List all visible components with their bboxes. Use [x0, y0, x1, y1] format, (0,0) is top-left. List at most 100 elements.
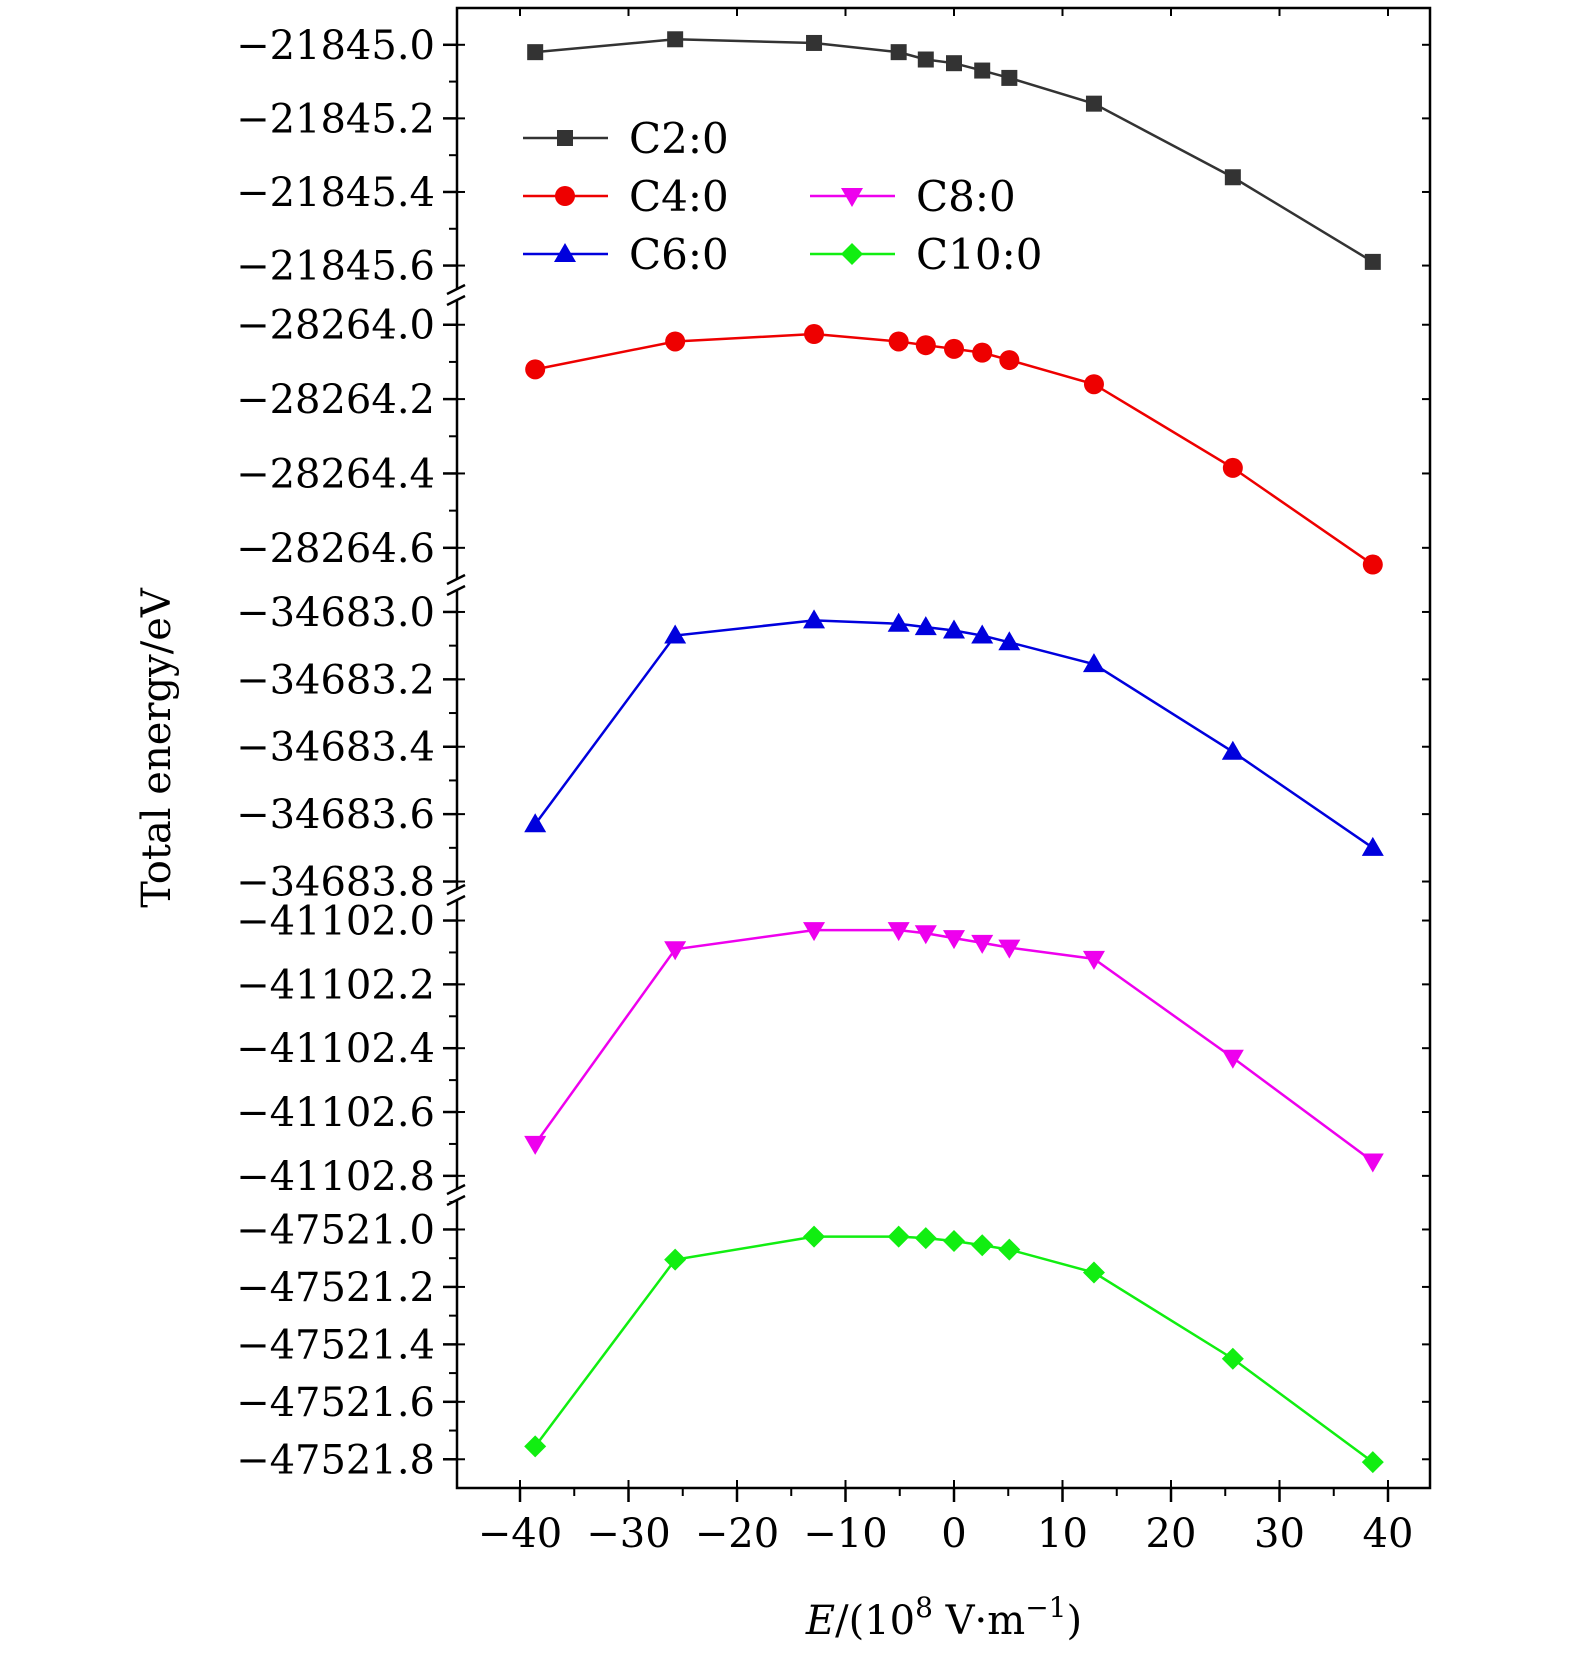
data-point	[664, 1248, 687, 1271]
y-tick-label: −34683.6	[236, 792, 435, 838]
data-point	[887, 1225, 910, 1248]
data-point	[664, 624, 687, 644]
data-point	[887, 922, 910, 942]
data-point	[971, 624, 994, 644]
data-point	[806, 34, 823, 51]
y-tick-label: −28264.0	[236, 303, 435, 349]
series-line-c8-0	[534, 928, 1374, 1163]
x-axis-title-exp: 8	[915, 1591, 933, 1624]
data-point	[524, 1135, 547, 1155]
x-axis-title-units: V·m	[933, 1598, 1025, 1644]
axis-break-mark	[446, 883, 466, 896]
x-tick-label: −10	[803, 1511, 887, 1557]
data-point	[1362, 554, 1383, 575]
y-tick-label: −21845.4	[236, 170, 435, 216]
data-point	[943, 619, 965, 639]
y-tick-label: −47521.4	[236, 1322, 435, 1368]
y-tick-label: −21845.0	[236, 23, 435, 69]
data-point	[944, 338, 964, 359]
data-point	[1361, 1451, 1384, 1474]
data-point	[1361, 1153, 1384, 1173]
legend-label: C6:0	[629, 230, 729, 279]
data-point	[804, 324, 825, 345]
legend-marker	[554, 243, 576, 262]
y-tick-label: −21845.6	[236, 244, 435, 290]
data-point	[803, 922, 826, 942]
axis-break-mark	[446, 573, 466, 586]
x-axis-title: E/(108 V·m−1)	[805, 1591, 1082, 1644]
x-tick-label: 40	[1363, 1511, 1414, 1557]
data-point	[888, 331, 909, 352]
plot-frame	[455, 6, 1432, 1490]
data-point	[971, 934, 994, 954]
data-point	[972, 342, 993, 363]
data-point	[998, 939, 1021, 959]
data-point	[1082, 950, 1105, 970]
legend-marker	[555, 186, 575, 206]
data-point	[1361, 836, 1384, 856]
data-point	[525, 359, 546, 380]
legend-marker	[557, 130, 573, 146]
data-point	[1224, 169, 1241, 186]
data-point	[999, 350, 1020, 371]
data-point	[914, 925, 937, 945]
legend-label: C2:0	[629, 114, 729, 163]
data-point	[1085, 95, 1102, 112]
data-point	[946, 55, 962, 72]
y-tick-label: −47521.8	[236, 1437, 435, 1483]
series-line-c10-0	[534, 1235, 1374, 1464]
axis-break-mark	[446, 584, 466, 597]
x-axis-title-open: /(10	[835, 1598, 915, 1644]
y-tick-label: −41102.2	[236, 962, 435, 1008]
series-line-c4-0	[534, 332, 1374, 566]
legend: C2:0 C4:0 C6:0 C8:0 C10:0	[523, 114, 1042, 279]
axis-break-mark	[446, 283, 466, 296]
x-axis-title-exp2: −1	[1025, 1591, 1066, 1624]
data-point	[1221, 1347, 1244, 1370]
data-point	[998, 631, 1021, 651]
x-tick-label: −30	[586, 1511, 670, 1557]
x-tick-label: 20	[1146, 1511, 1197, 1557]
data-point	[971, 1234, 994, 1257]
x-tick-label: −20	[695, 1511, 779, 1557]
data-point	[917, 51, 934, 68]
data-point	[524, 1435, 547, 1458]
y-tick-label: −41102.6	[236, 1090, 435, 1136]
legend-marker	[841, 188, 863, 207]
panels: −21845.0−21845.2−21845.4−21845.6−28264.0…	[236, 23, 1430, 1483]
y-tick-label: −34683.4	[236, 725, 435, 771]
data-point	[943, 930, 965, 950]
y-tick-label: −41102.4	[236, 1026, 435, 1072]
y-tick-label: −34683.2	[236, 657, 435, 703]
data-point	[1082, 653, 1105, 673]
panel-c6-0: −34683.0 −34683.2 −34683.4 −34683.6 −34683.8	[236, 573, 1430, 906]
data-point	[890, 44, 907, 61]
y-tick-label: −28264.6	[236, 526, 435, 572]
data-point	[974, 62, 991, 79]
legend-label: C8:0	[916, 172, 1016, 221]
data-point	[914, 616, 937, 636]
panel-c2-0: −21845.0 −21845.2 −21845.4 −21845.6	[236, 23, 1430, 290]
legend-marker	[841, 243, 863, 265]
panel-c10-0: −47521.0 −47521.2 −47521.4 −47521.6 −47521.8	[236, 1183, 1430, 1483]
panel-c8-0: −41102.0 −41102.2 −41102.4 −41102.6 −41102.8	[236, 883, 1430, 1200]
data-point	[1221, 740, 1244, 760]
data-point	[1364, 253, 1381, 270]
data-point	[1221, 1049, 1244, 1069]
data-point	[524, 813, 547, 833]
data-point	[998, 1238, 1021, 1261]
data-point	[665, 331, 686, 352]
y-tick-label: −34683.0	[236, 590, 435, 636]
x-tick-label: 30	[1254, 1511, 1305, 1557]
y-tick-label: −41102.0	[236, 899, 435, 945]
y-tick-label: −47521.0	[236, 1207, 435, 1253]
y-tick-label: −47521.6	[236, 1380, 435, 1426]
data-point	[887, 612, 910, 632]
data-point	[943, 1229, 965, 1252]
x-tick-label: 10	[1037, 1511, 1088, 1557]
data-point	[1222, 457, 1243, 478]
data-point	[803, 1225, 826, 1248]
data-point	[1082, 1261, 1105, 1284]
legend-label: C10:0	[916, 230, 1042, 279]
